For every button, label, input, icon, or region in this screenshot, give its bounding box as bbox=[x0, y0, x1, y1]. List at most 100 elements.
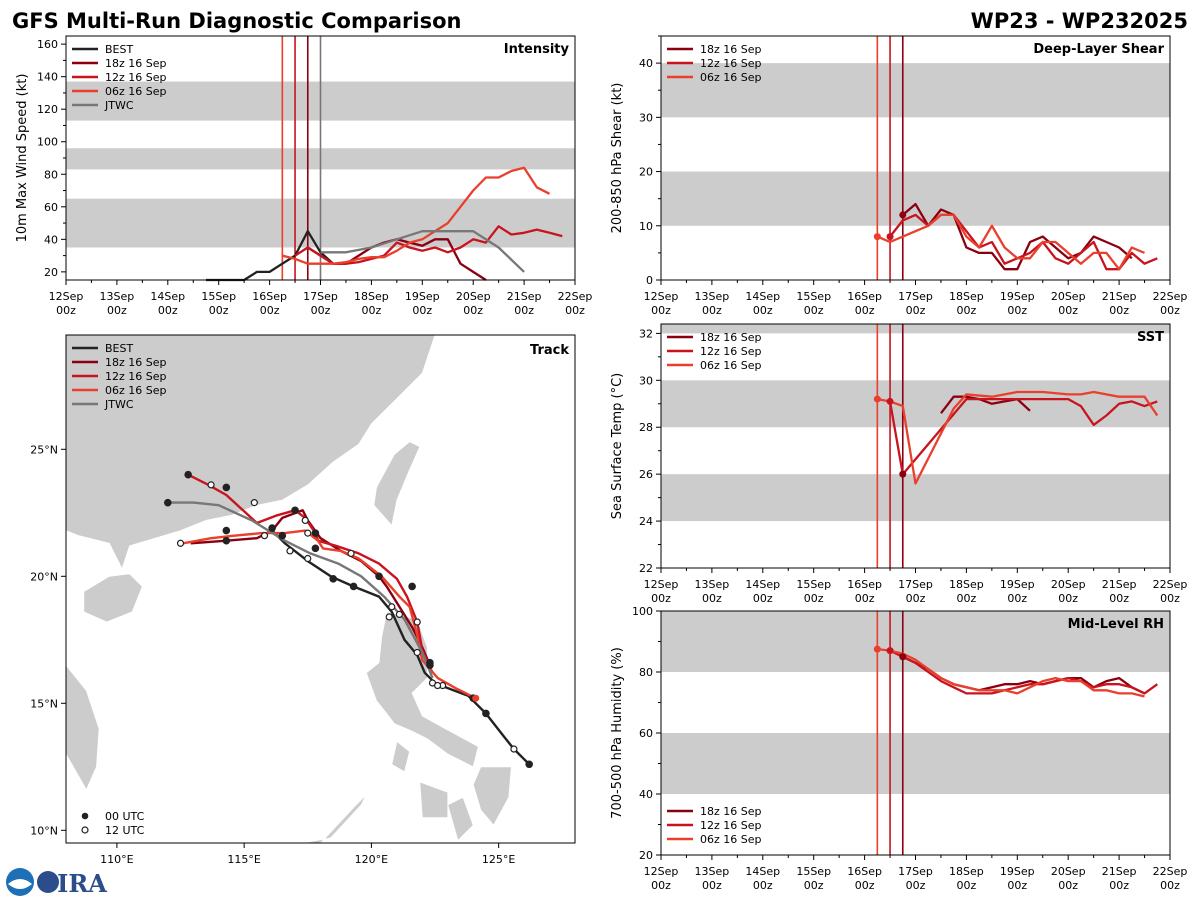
track-legend-label: BEST bbox=[105, 342, 133, 355]
sst-xtick-day: 21Sep bbox=[1102, 578, 1137, 591]
intensity-ytick-label: 140 bbox=[37, 71, 58, 84]
track-dot-00utc bbox=[426, 658, 434, 667]
track-dot-12utc bbox=[301, 516, 309, 525]
shear-xtick-day: 12Sep bbox=[644, 290, 679, 303]
shear-xtick-day: 21Sep bbox=[1102, 290, 1137, 303]
shear-xtick-day: 19Sep bbox=[1000, 290, 1035, 303]
rh-ytick-label: 40 bbox=[639, 788, 653, 801]
sst-xtick-day: 17Sep bbox=[898, 578, 933, 591]
rh-legend-label: 12z 16 Sep bbox=[700, 819, 762, 832]
track-dot-12utc bbox=[207, 481, 215, 489]
intensity-xtick-hour: 00z bbox=[514, 304, 534, 317]
rh-xtick-day: 19Sep bbox=[1000, 865, 1035, 878]
shear-title: Deep-Layer Shear bbox=[1033, 42, 1164, 57]
rh-xtick-hour: 00z bbox=[1058, 879, 1078, 892]
sst-xtick-day: 13Sep bbox=[695, 578, 730, 591]
intensity-ytick-label: 60 bbox=[44, 201, 58, 214]
intensity-ytick-label: 40 bbox=[44, 233, 58, 246]
intensity-xtick-hour: 00z bbox=[260, 304, 280, 317]
track-legend-label: 18z 16 Sep bbox=[105, 356, 167, 369]
track-lat-label: 25°N bbox=[30, 443, 58, 456]
shear-legend-label: 12z 16 Sep bbox=[700, 57, 762, 70]
intensity-xtick-day: 12Sep bbox=[49, 290, 84, 303]
track-dot-00utc bbox=[482, 709, 490, 718]
intensity-xtick-day: 13Sep bbox=[100, 290, 135, 303]
sst-init-marker bbox=[886, 397, 894, 405]
track-dot-12utc bbox=[260, 532, 269, 540]
track-dot-12utc bbox=[286, 547, 294, 555]
track-dot-00utc bbox=[222, 536, 231, 545]
rh-xtick-day: 18Sep bbox=[949, 865, 984, 878]
track-dot-00utc bbox=[222, 526, 231, 535]
rh-ytick-label: 60 bbox=[639, 727, 653, 740]
track-frame bbox=[65, 334, 576, 844]
track-lon-label: 115°E bbox=[227, 853, 260, 866]
shear-xtick-hour: 00z bbox=[702, 304, 722, 317]
intensity-xtick-hour: 00z bbox=[56, 304, 76, 317]
track-series-jtwc bbox=[167, 501, 434, 679]
rh-ylabel: 700-500 hPa Humidity (%) bbox=[610, 647, 625, 819]
rh-legend-label: 18z 16 Sep bbox=[700, 805, 762, 818]
palawan-land bbox=[302, 794, 367, 843]
intensity-xtick-hour: 00z bbox=[311, 304, 331, 317]
shear-series-06z-16-sep bbox=[876, 213, 1145, 271]
shear-ylabel: 200-850 hPa Shear (kt) bbox=[610, 83, 625, 234]
track-lat-label: 15°N bbox=[30, 697, 58, 710]
rh-xtick-hour: 00z bbox=[804, 879, 824, 892]
track-dot-12utc bbox=[510, 745, 518, 753]
intensity-xtick-hour: 00z bbox=[209, 304, 229, 317]
intensity-legend-label: 18z 16 Sep bbox=[105, 57, 167, 70]
rh-init-marker bbox=[899, 653, 907, 661]
sst-init-marker bbox=[899, 470, 907, 478]
track-dot-00utc bbox=[278, 531, 287, 540]
intensity-xtick-day: 20Sep bbox=[456, 290, 491, 303]
track-legend-label: 06z 16 Sep bbox=[105, 384, 167, 397]
noaa-wave-icon bbox=[8, 879, 32, 889]
track-dot-12utc bbox=[433, 681, 442, 690]
sst-xtick-hour: 00z bbox=[855, 592, 875, 605]
intensity-xtick-day: 14Sep bbox=[150, 290, 185, 303]
track-lat-label: 20°N bbox=[30, 570, 58, 583]
intensity-series-06z-16-sep bbox=[282, 166, 551, 265]
shear-xtick-hour: 00z bbox=[804, 304, 824, 317]
shear-xtick-hour: 00z bbox=[753, 304, 773, 317]
track-dot-12utc bbox=[304, 529, 312, 537]
rh-band bbox=[661, 733, 1170, 794]
shear-xtick-hour: 00z bbox=[855, 304, 875, 317]
shear-series-18z-16-sep bbox=[902, 202, 1133, 271]
intensity-xtick-hour: 00z bbox=[565, 304, 585, 317]
shear-xtick-hour: 00z bbox=[651, 304, 671, 317]
rh-xtick-hour: 00z bbox=[702, 879, 722, 892]
intensity-xtick-day: 21Sep bbox=[507, 290, 542, 303]
panay-land bbox=[419, 781, 449, 818]
sst-ytick-label: 32 bbox=[639, 327, 653, 340]
track-dot-12utc bbox=[395, 610, 403, 619]
sst-band bbox=[661, 380, 1170, 428]
sst-title: SST bbox=[1137, 330, 1164, 345]
sst-ytick-label: 26 bbox=[639, 468, 653, 481]
sst-xtick-hour: 00z bbox=[651, 592, 671, 605]
track-legend-label: 12z 16 Sep bbox=[105, 370, 167, 383]
sst-xtick-day: 15Sep bbox=[796, 578, 831, 591]
track-06z-init-marker bbox=[472, 694, 480, 702]
shear-xtick-day: 18Sep bbox=[949, 290, 984, 303]
shear-ytick-label: 30 bbox=[639, 111, 653, 124]
shear-xtick-day: 13Sep bbox=[695, 290, 730, 303]
figure-title: GFS Multi-Run Diagnostic Comparison bbox=[12, 9, 461, 33]
rh-series-12z-16-sep bbox=[889, 649, 1158, 695]
intensity-legend-label: 12z 16 Sep bbox=[105, 71, 167, 84]
track-dot-00utc bbox=[311, 544, 320, 553]
rh-ytick-label: 100 bbox=[632, 605, 653, 618]
rh-xtick-hour: 00z bbox=[855, 879, 875, 892]
intensity-xtick-day: 16Sep bbox=[252, 290, 287, 303]
intensity-legend-label: JTWC bbox=[104, 99, 134, 112]
shear-xtick-hour: 00z bbox=[957, 304, 977, 317]
hainan-land bbox=[83, 573, 143, 623]
track-dot-12utc bbox=[413, 648, 421, 657]
sst-xtick-hour: 00z bbox=[702, 592, 722, 605]
track-dot-00utc bbox=[268, 524, 276, 532]
sst-legend-label: 18z 16 Sep bbox=[700, 331, 762, 344]
sst-ytick-label: 30 bbox=[639, 374, 653, 387]
shear-init-marker bbox=[873, 233, 881, 241]
track-legend-dot-12 bbox=[81, 826, 89, 834]
